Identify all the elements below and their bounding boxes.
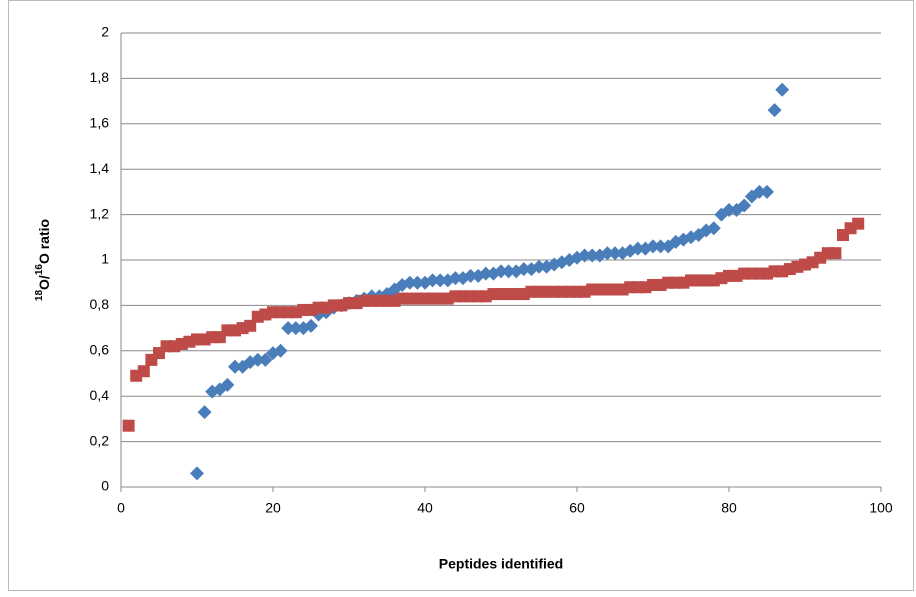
point — [646, 239, 660, 254]
x-tick-label: 60 — [569, 500, 585, 516]
y-label-part: 18 — [34, 290, 45, 302]
x-tick-label: 40 — [417, 500, 433, 516]
point — [258, 352, 273, 367]
point — [478, 266, 493, 281]
x-tick-label: 80 — [721, 500, 737, 516]
y-label-part: 16 — [34, 264, 45, 276]
point — [585, 248, 600, 263]
point — [448, 271, 463, 286]
point — [554, 255, 569, 270]
x-axis-label: Peptides identified — [439, 556, 563, 572]
point — [722, 203, 736, 218]
point — [402, 275, 417, 290]
point — [425, 273, 440, 288]
point — [250, 352, 265, 367]
y-tick-label: 0,2 — [90, 432, 110, 448]
point — [760, 184, 774, 199]
x-tick-label: 20 — [265, 500, 281, 516]
point — [410, 275, 425, 290]
y-tick-label: 0,6 — [90, 342, 110, 358]
point — [122, 419, 135, 432]
point — [251, 310, 264, 323]
y-label-part: O/ — [36, 275, 52, 290]
point — [197, 405, 212, 420]
y-label-part: O ratio — [36, 219, 52, 264]
y-tick-label: 1,2 — [90, 205, 110, 221]
y-tick-label: 1,4 — [90, 160, 110, 176]
point — [532, 259, 546, 274]
point — [463, 268, 478, 283]
point — [190, 466, 204, 481]
y-tick-label: 1,6 — [90, 115, 110, 131]
y-axis-label: 18O/16O ratio — [34, 219, 52, 301]
point — [501, 264, 516, 279]
point — [775, 82, 790, 97]
point — [304, 318, 318, 333]
y-tick-label: 0 — [101, 478, 109, 494]
point — [752, 184, 767, 199]
y-tick-label: 0,4 — [90, 387, 110, 403]
point — [600, 246, 615, 261]
point — [137, 365, 150, 378]
point — [737, 198, 752, 213]
point — [228, 359, 242, 374]
point — [288, 321, 303, 336]
x-tick-label: 0 — [117, 500, 125, 516]
point — [706, 221, 721, 236]
point — [608, 246, 622, 261]
point — [516, 262, 531, 277]
point — [653, 239, 668, 254]
point — [570, 250, 584, 265]
y-tick-label: 0,8 — [90, 296, 110, 312]
point — [814, 251, 827, 264]
point — [433, 273, 448, 288]
y-tick-label: 2 — [101, 24, 109, 40]
point — [767, 103, 782, 118]
point — [852, 217, 865, 230]
point — [243, 355, 258, 370]
y-tick-label: 1 — [101, 251, 109, 267]
point — [630, 241, 645, 256]
point — [577, 248, 592, 263]
point — [829, 247, 842, 260]
point — [273, 343, 288, 358]
point — [502, 288, 515, 301]
y-tick-label: 1,8 — [90, 69, 110, 85]
point — [281, 321, 296, 336]
point — [220, 377, 235, 392]
x-tick-label: 100 — [869, 500, 893, 516]
point — [244, 319, 257, 332]
point — [494, 264, 508, 279]
